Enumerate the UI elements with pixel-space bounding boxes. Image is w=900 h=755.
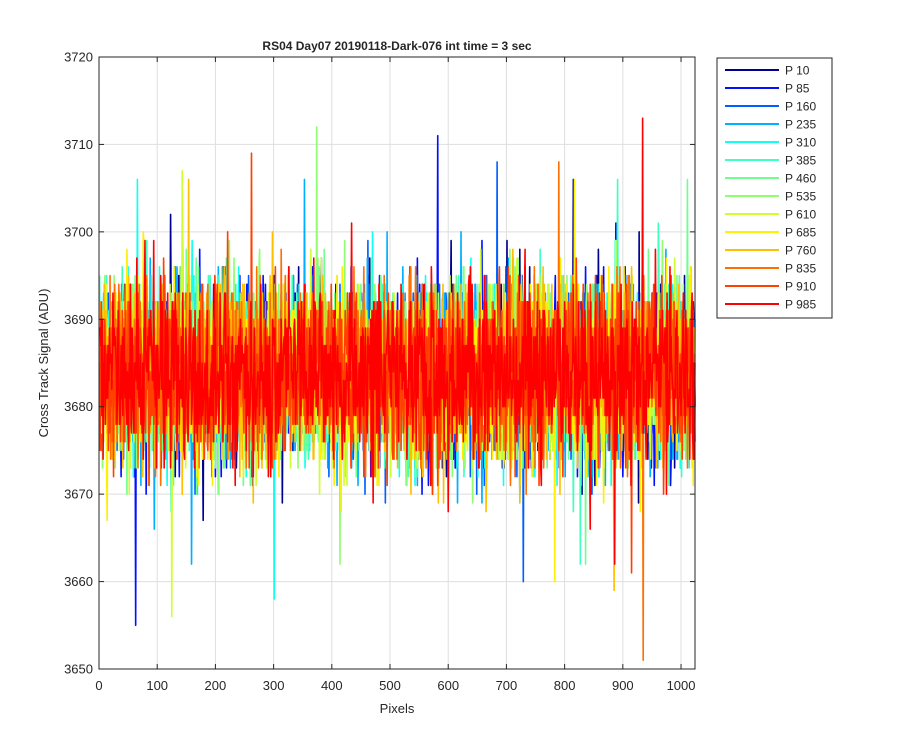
legend-entry-label: P 985 (785, 298, 816, 312)
legend: P 10 P 85 P 160 P 235 P 310 P 385 P 460 P 535 P … (716, 57, 833, 319)
x-tick-label: 300 (263, 678, 285, 693)
plot-frame (98, 56, 696, 670)
y-tick-label: 3670 (64, 487, 93, 502)
x-tick-label: 1000 (667, 678, 696, 693)
legend-entry-label: P 160 (785, 100, 816, 114)
x-axis-label: Pixels (380, 701, 415, 716)
y-tick-label: 3660 (64, 574, 93, 589)
y-tick-label: 3650 (64, 662, 93, 677)
legend-entry-label: P 685 (785, 226, 816, 240)
series-line-p-985 (99, 117, 696, 565)
series-lines (98, 117, 696, 662)
legend-entry-label: P 385 (785, 154, 816, 168)
chart-title: RS04 Day07 20190118-Dark-076 int time = … (262, 39, 532, 53)
legend-entry-label: P 235 (785, 118, 816, 132)
x-tick-label: 100 (146, 678, 168, 693)
x-tick-label: 900 (612, 678, 634, 693)
y-tick-label: 3710 (64, 137, 93, 152)
x-tick-label: 0 (95, 678, 102, 693)
legend-entry-label: P 835 (785, 262, 816, 276)
axes: 0 100 200 300 400 500 600 700 800 900 1000 3650 3660… (64, 50, 696, 693)
y-tick-label: 3680 (64, 399, 93, 414)
y-tick-label: 3720 (64, 50, 93, 65)
legend-entry-label: P 610 (785, 208, 816, 222)
legend-entry-label: P 760 (785, 244, 816, 258)
legend-entry-label: P 460 (785, 172, 816, 186)
legend-box (716, 57, 833, 319)
legend-entry-label: P 910 (785, 280, 816, 294)
y-tick-label: 3700 (64, 224, 93, 239)
legend-entry-label: P 10 (785, 64, 810, 78)
x-tick-label: 500 (379, 678, 401, 693)
x-tick-label: 800 (554, 678, 576, 693)
x-tick-label: 200 (205, 678, 227, 693)
legend-entry-label: P 535 (785, 190, 816, 204)
x-tick-label: 400 (321, 678, 343, 693)
legend-entry-label: P 85 (785, 82, 810, 96)
y-axis-label: Cross Track Signal (ADU) (36, 289, 51, 438)
x-tick-label: 600 (437, 678, 459, 693)
y-tick-label: 3690 (64, 312, 93, 327)
x-tick-label: 700 (496, 678, 518, 693)
legend-entry-label: P 310 (785, 136, 816, 150)
